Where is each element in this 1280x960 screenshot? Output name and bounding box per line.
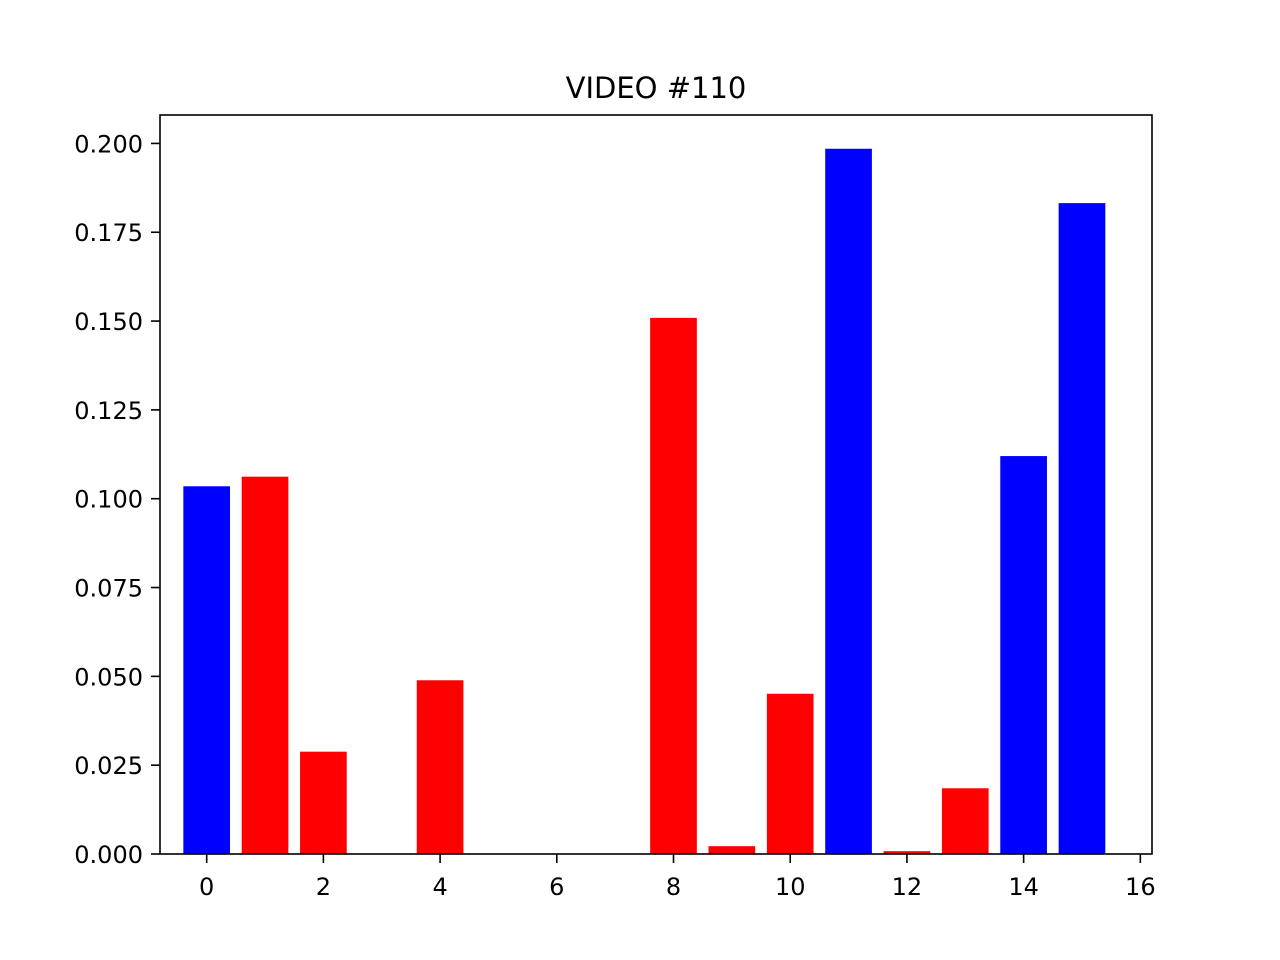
x-tick-label: 8 — [666, 873, 681, 901]
x-axis: 0 2 4 6 8 10 12 14 16 — [199, 854, 1156, 901]
y-tick-label: 0.200 — [74, 130, 143, 158]
x-tick-label: 16 — [1125, 873, 1156, 901]
y-tick-label: 0.100 — [74, 486, 143, 514]
bar — [650, 317, 697, 854]
bar — [825, 148, 872, 854]
bar — [241, 476, 289, 854]
bar — [883, 851, 931, 854]
x-tick-label: 10 — [775, 873, 806, 901]
bar — [300, 751, 347, 854]
y-tick-label: 0.175 — [74, 219, 143, 247]
y-tick-label: 0.150 — [74, 308, 143, 336]
y-tick-label: 0.000 — [74, 841, 143, 869]
x-tick-label: 2 — [316, 873, 331, 901]
chart-title: VIDEO #110 — [566, 71, 747, 105]
x-tick-label: 14 — [1008, 873, 1039, 901]
y-tick-label: 0.075 — [74, 575, 143, 603]
x-tick-label: 12 — [892, 873, 923, 901]
plot-frame — [159, 114, 1153, 855]
bars-group — [183, 148, 1106, 855]
bar — [183, 486, 231, 854]
x-tick-label: 6 — [549, 873, 564, 901]
y-tick-label: 0.125 — [74, 397, 143, 425]
bar — [1000, 456, 1047, 854]
x-tick-label: 0 — [199, 873, 214, 901]
bar — [708, 846, 756, 854]
y-tick-label: 0.025 — [74, 752, 143, 780]
x-tick-label: 4 — [432, 873, 447, 901]
y-axis: 0.000 0.025 0.050 0.075 0.100 0.125 0.150 0.175… — [74, 130, 160, 869]
y-tick-label: 0.050 — [74, 663, 143, 691]
bar — [416, 680, 464, 854]
bar — [1058, 203, 1106, 855]
bar — [766, 693, 814, 854]
bar — [941, 788, 989, 854]
